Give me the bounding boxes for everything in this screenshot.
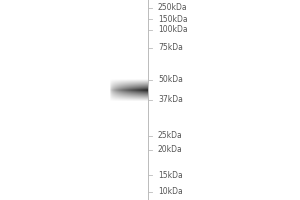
Text: 250kDa: 250kDa [158, 3, 188, 12]
Text: 150kDa: 150kDa [158, 15, 188, 23]
Text: 100kDa: 100kDa [158, 25, 188, 34]
Text: 37kDa: 37kDa [158, 96, 183, 104]
Text: 20kDa: 20kDa [158, 146, 183, 154]
Text: 75kDa: 75kDa [158, 44, 183, 52]
Text: 10kDa: 10kDa [158, 188, 183, 196]
Text: 25kDa: 25kDa [158, 132, 183, 140]
Text: 50kDa: 50kDa [158, 75, 183, 84]
Text: 15kDa: 15kDa [158, 170, 183, 180]
